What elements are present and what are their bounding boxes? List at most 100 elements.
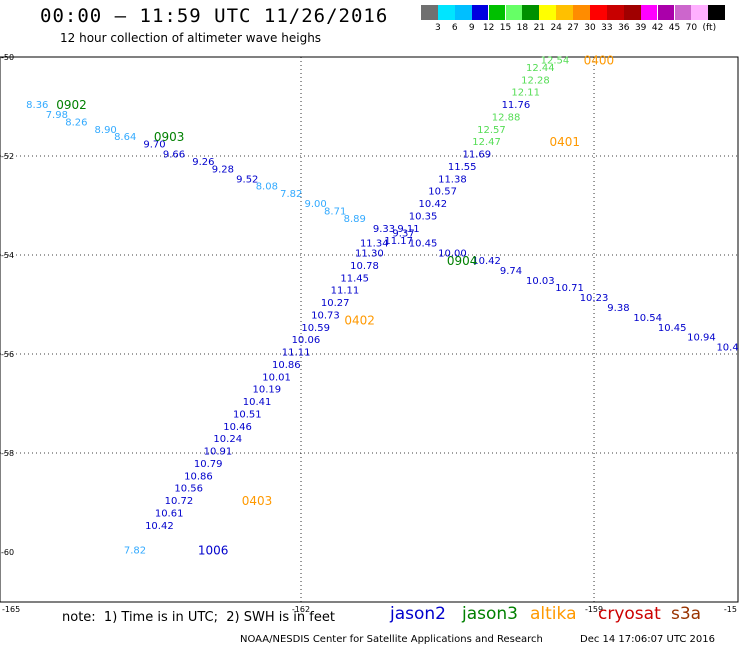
- satellite-legend-jason2: jason2: [390, 604, 446, 624]
- satellite-legend-s3a: s3a: [671, 604, 702, 624]
- color-swatch: [590, 5, 607, 20]
- wave-height-value: 8.90: [95, 125, 117, 136]
- lat-tick-label: -56: [1, 350, 14, 359]
- color-scale-label: 33: [601, 23, 613, 33]
- color-scale-label: 24: [550, 23, 562, 33]
- pass-time-label: 1006: [198, 544, 229, 558]
- lon-tick-label: -165: [2, 605, 20, 614]
- wave-height-value: 10.35: [409, 211, 438, 222]
- wave-height-value: 9.70: [143, 140, 165, 151]
- wave-height-value: 11.30: [355, 249, 384, 260]
- wave-height-value: 11.45: [340, 273, 369, 284]
- color-swatch: [421, 5, 438, 20]
- wave-height-value: 9.74: [500, 266, 522, 277]
- map-frame: [0, 56, 739, 603]
- wave-height-value: 10.41: [243, 397, 272, 408]
- color-swatch: [623, 5, 641, 20]
- color-swatch: [640, 5, 658, 20]
- wave-height-value: 7.82: [124, 546, 146, 557]
- color-swatch: [505, 5, 523, 20]
- wave-height-value: 10.42: [472, 256, 501, 267]
- color-scale-label: 27: [567, 23, 579, 33]
- wave-height-value: 10.46: [223, 422, 252, 433]
- color-scale-label: 36: [618, 23, 630, 33]
- wave-height-value: 11.17: [384, 236, 413, 247]
- color-swatch: [674, 5, 692, 20]
- wave-height-value: 10.78: [350, 261, 379, 272]
- pass-time-label: 0401: [549, 135, 580, 149]
- wave-height-value: 11.11: [331, 286, 360, 297]
- wave-height-value: 8.64: [114, 132, 136, 143]
- wave-height-value: 11.38: [438, 174, 467, 185]
- wave-height-value: 12.57: [477, 125, 506, 136]
- wave-height-value: 8.08: [256, 182, 278, 193]
- wave-height-value: 11.11: [282, 348, 311, 359]
- color-scale-label: 15: [499, 23, 512, 33]
- longitude-labels: -165-162-159-156-153-15: [2, 605, 737, 614]
- wave-height-value: 9.52: [236, 174, 258, 185]
- wave-height-value: 12.28: [521, 75, 550, 86]
- wave-height-value: 10.59: [301, 323, 330, 334]
- wave-height-value: 10.42: [145, 521, 174, 532]
- map-subtitle: 12 hour collection of altimeter wave hei…: [60, 31, 322, 45]
- lat-tick-label: -60: [1, 548, 14, 557]
- wave-height-value: 10.73: [311, 310, 340, 321]
- color-swatch: [606, 5, 624, 20]
- wave-height-value: 9.00: [305, 199, 327, 210]
- wave-height-value: 8.26: [65, 117, 87, 128]
- wave-height-value: 11.76: [502, 100, 531, 111]
- color-scale-label: 39: [634, 23, 647, 33]
- color-swatch: [691, 5, 709, 20]
- pass-time-label: 0902: [56, 98, 87, 112]
- color-scale-label: 12: [482, 23, 495, 33]
- color-swatch: [522, 5, 540, 20]
- wave-height-values: 8.367.988.26 8.908.64 9.709.66 9.269.289.52…: [26, 55, 740, 557]
- lat-tick-label: -50: [1, 53, 14, 62]
- color-scale-label: 70: [685, 23, 698, 33]
- lat-tick-label: -58: [1, 449, 14, 458]
- latitude-labels: -50 -52 -54 -56 -58 -60: [1, 53, 14, 557]
- wave-height-value: 10.45: [716, 343, 740, 354]
- wave-height-value: 11.55: [448, 162, 477, 173]
- pass-time-label: 0400: [584, 53, 615, 67]
- pass-time-label: 0903: [154, 130, 185, 144]
- lat-tick-label: -54: [1, 251, 14, 260]
- color-scale-label: 6: [451, 23, 458, 33]
- wave-height-value: 10.42: [419, 199, 448, 210]
- wave-height-value: 9.11: [397, 224, 419, 235]
- pass-time-label: 0402: [344, 313, 375, 327]
- wave-height-value: 10.54: [633, 313, 662, 324]
- pass-labels: 0902090304000401090404020905040310060809…: [56, 53, 615, 558]
- wave-height-value: 10.51: [233, 409, 262, 420]
- color-scale-label: 3: [435, 23, 441, 33]
- wave-height-value: 10.86: [272, 360, 301, 371]
- wave-height-value: 11.69: [462, 150, 491, 161]
- wave-height-value: 7.82: [280, 189, 302, 200]
- wave-height-value: 12.11: [511, 88, 540, 99]
- lon-tick-label: -162: [292, 605, 310, 614]
- wave-height-value: 10.56: [174, 484, 203, 495]
- pass-time-label: 0403: [242, 494, 273, 508]
- wave-height-value: 12.88: [492, 112, 521, 123]
- color-swatch: [708, 5, 726, 20]
- color-swatch: [573, 5, 590, 20]
- wave-height-value: 9.28: [212, 164, 234, 175]
- color-scale-unit: (ft): [702, 23, 717, 33]
- color-scale-label: 9: [468, 23, 475, 33]
- satellite-legend-cryosat: cryosat: [598, 604, 661, 624]
- wave-height-value: 10.01: [262, 372, 291, 383]
- wave-height-value: 10.24: [213, 434, 242, 445]
- wave-height-value: 8.89: [344, 214, 366, 225]
- grid-lines: [0, 57, 738, 602]
- wave-height-value: 10.27: [321, 298, 350, 309]
- footer-note: note: 1) Time is in UTC; 2) SWH is in fe…: [62, 610, 335, 625]
- generated-date: Dec 14 17:06:07 UTC 2016: [580, 634, 715, 645]
- wave-height-value: 10.61: [155, 508, 184, 519]
- wave-height-value: 12.47: [472, 137, 501, 148]
- lon-tick-label: -15: [724, 605, 737, 614]
- satellite-legend-jason3: jason3: [462, 604, 518, 624]
- wave-height-value: 9.37: [392, 229, 414, 240]
- lat-tick-label: -52: [1, 152, 14, 161]
- wave-height-value: 10.45: [658, 323, 687, 334]
